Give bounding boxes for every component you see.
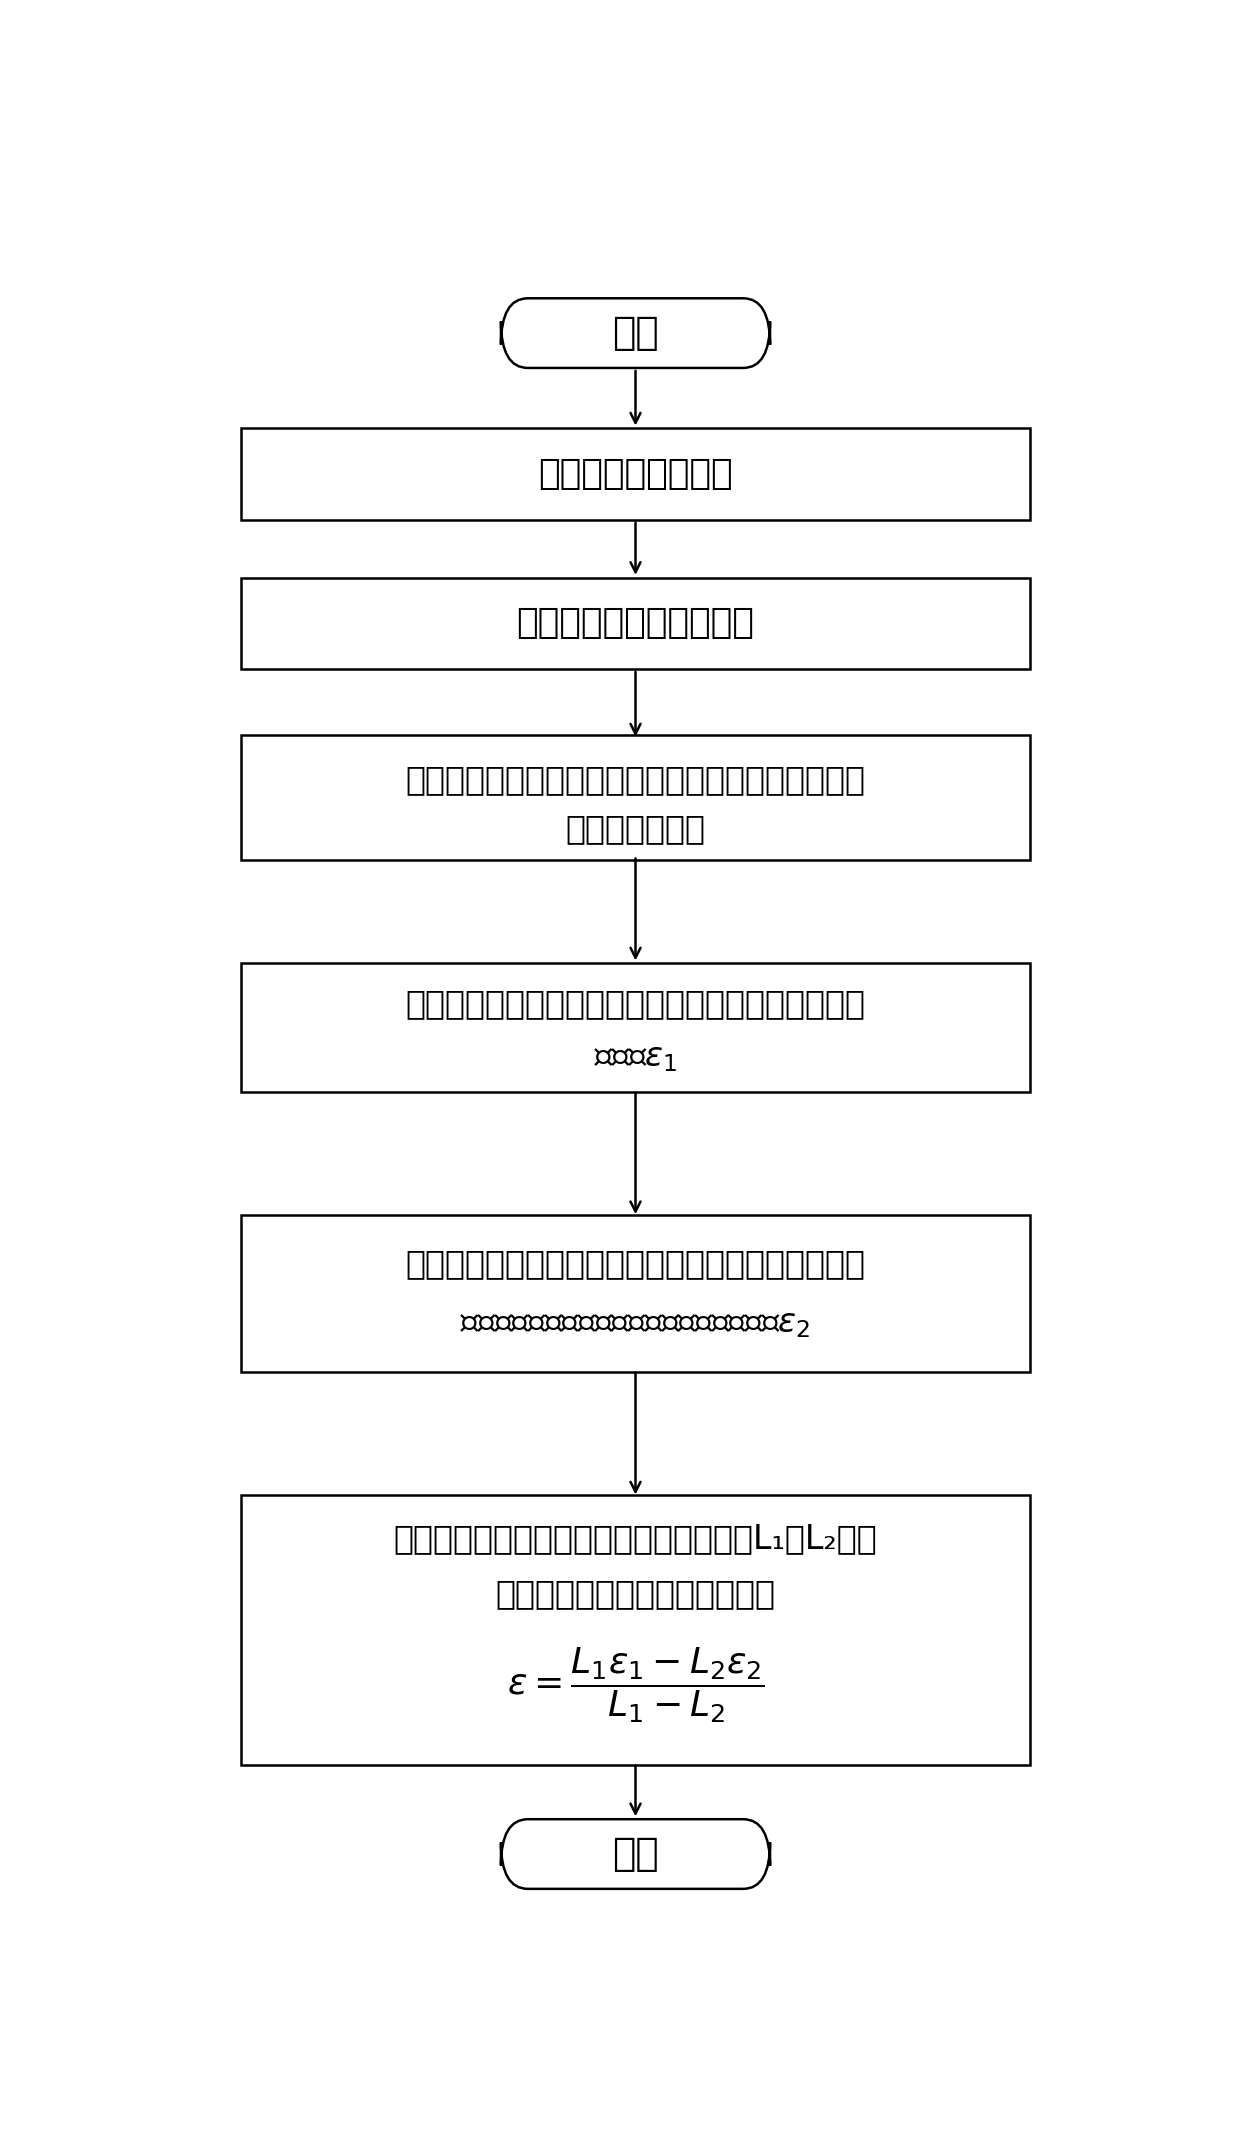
FancyBboxPatch shape <box>501 1820 770 1889</box>
Text: $\varepsilon = \dfrac{L_1\varepsilon_1 - L_2\varepsilon_2}{L_1 - L_2}$: $\varepsilon = \dfrac{L_1\varepsilon_1 -… <box>507 1646 764 1725</box>
Text: 将两个相机的散斑图匹配，利用二维数字图像相关法: 将两个相机的散斑图匹配，利用二维数字图像相关法 <box>405 1247 866 1279</box>
FancyBboxPatch shape <box>501 297 770 368</box>
Text: 由两个相机测得的应变和其到试件的距离L₁，L₂可得: 由两个相机测得的应变和其到试件的距离L₁，L₂可得 <box>393 1523 878 1555</box>
Bar <box>242 963 1029 1092</box>
Text: 试件因加载而产生的真实应变为: 试件因加载而产生的真实应变为 <box>496 1577 775 1611</box>
Bar <box>242 429 1029 519</box>
Text: 在高温环境中对试件加载，用两台相机采集试件在加: 在高温环境中对试件加载，用两台相机采集试件在加 <box>405 763 866 795</box>
Text: 利用二维数字图像相关法计算其中一个相机中散斑图: 利用二维数字图像相关法计算其中一个相机中散斑图 <box>405 987 866 1021</box>
Text: 载前后的散斑图: 载前后的散斑图 <box>565 812 706 847</box>
Text: 开始: 开始 <box>613 314 658 351</box>
Text: 结束: 结束 <box>613 1835 658 1874</box>
Text: 在试件表面制作随机散斑: 在试件表面制作随机散斑 <box>517 607 754 640</box>
Text: 固定试件及两个相机: 固定试件及两个相机 <box>538 457 733 491</box>
Text: 的应变$\varepsilon_1$: 的应变$\varepsilon_1$ <box>594 1040 677 1073</box>
Bar <box>242 1495 1029 1766</box>
Text: 可以得到另一个相机中散斑图对应点的应变$\varepsilon_2$: 可以得到另一个相机中散斑图对应点的应变$\varepsilon_2$ <box>460 1307 811 1340</box>
Bar <box>242 735 1029 859</box>
Bar <box>242 1215 1029 1372</box>
Bar <box>242 577 1029 670</box>
